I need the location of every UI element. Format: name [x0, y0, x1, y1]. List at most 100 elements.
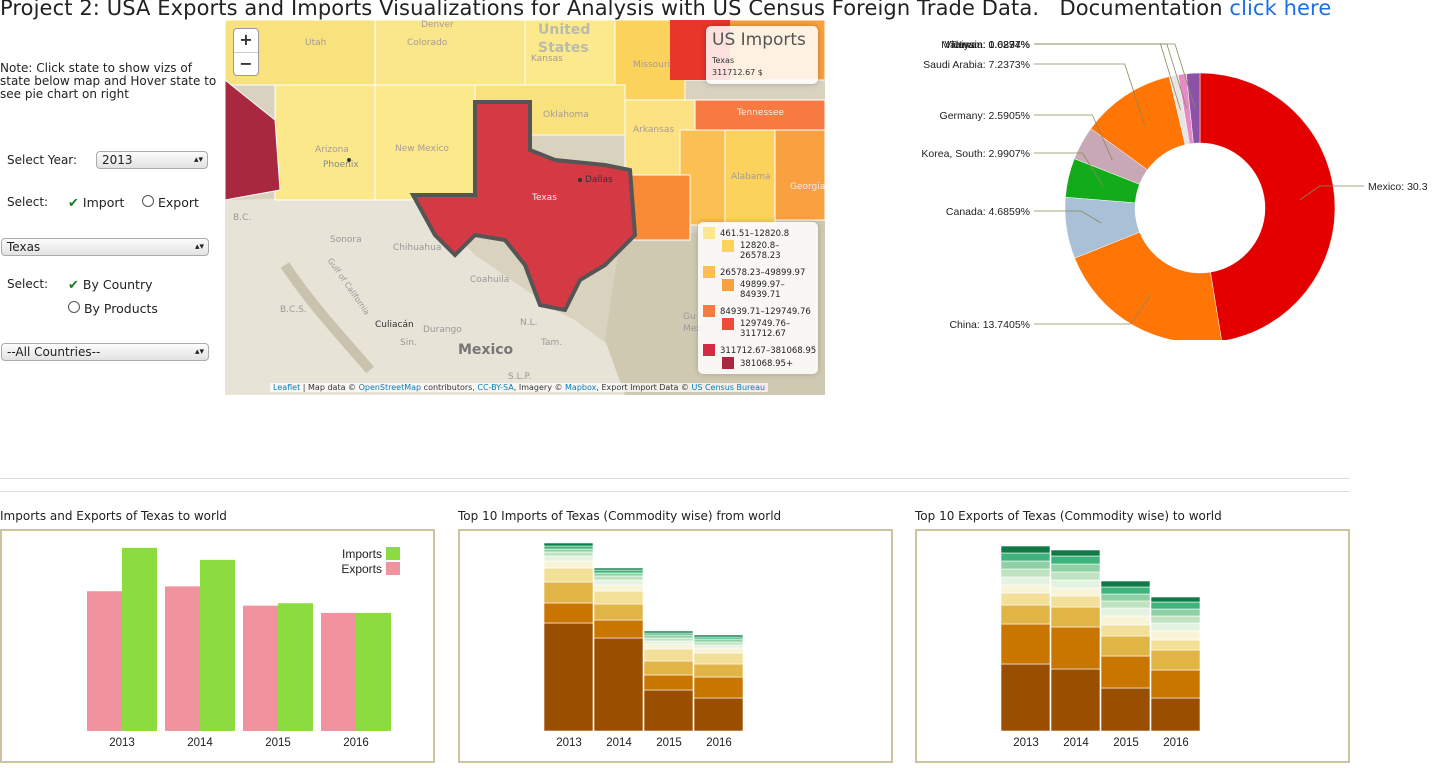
state-tennessee[interactable] [694, 99, 825, 131]
stack-segment[interactable] [693, 644, 744, 649]
stack-segment[interactable] [1100, 586, 1151, 595]
zoom-out-button[interactable]: − [239, 54, 253, 73]
exports-bar[interactable] [321, 612, 356, 731]
leaflet-link[interactable]: Leaflet [273, 383, 301, 392]
radio-icon[interactable] [142, 195, 154, 207]
stack-segment[interactable] [643, 643, 694, 650]
stack-segment[interactable] [1050, 579, 1101, 589]
stack-segment[interactable] [1000, 560, 1051, 570]
osm-link[interactable]: OpenStreetMap [358, 383, 422, 392]
country-pie-chart[interactable]: Mexico: 30.3 China: 13.7405% Canada: 4.685… [880, 30, 1434, 340]
state-texas[interactable] [409, 100, 638, 313]
stack-segment[interactable] [1000, 623, 1051, 665]
stack-segment[interactable] [643, 648, 694, 662]
stack-segment[interactable] [1000, 552, 1051, 562]
stack-segment[interactable] [543, 545, 594, 550]
state-alabama[interactable] [724, 129, 776, 226]
by-products-option[interactable]: By Products [68, 301, 158, 316]
stack-segment[interactable] [1000, 576, 1051, 586]
zoom-in-button[interactable]: + [234, 29, 258, 53]
stack-segment[interactable] [1050, 626, 1101, 670]
imports-bar[interactable] [200, 559, 235, 731]
stack-segment[interactable] [593, 575, 644, 581]
stack-segment[interactable] [1050, 587, 1101, 597]
stack-segment[interactable] [1150, 608, 1201, 617]
imports-bar[interactable] [356, 612, 391, 731]
cc-link[interactable]: CC-BY-SA [477, 383, 514, 392]
import-option[interactable]: ✔ Import [68, 195, 124, 211]
stack-segment[interactable] [1100, 624, 1151, 637]
stack-segment[interactable] [1000, 592, 1051, 606]
stack-segment[interactable] [693, 676, 744, 699]
stack-segment[interactable] [643, 630, 694, 634]
stack-segment[interactable] [543, 581, 594, 604]
stack-segment[interactable] [593, 584, 644, 592]
stack-segment[interactable] [1100, 600, 1151, 609]
exports-bar[interactable] [87, 591, 122, 731]
stack-segment[interactable] [593, 572, 644, 577]
stack-segment[interactable] [1000, 604, 1051, 625]
state-select[interactable]: Texas ▴▾ [1, 238, 209, 256]
stack-segment[interactable] [1000, 568, 1051, 578]
stack-segment[interactable] [593, 619, 644, 639]
stack-segment[interactable] [593, 637, 644, 732]
stack-segment[interactable] [543, 555, 594, 562]
year-select[interactable]: 2013 ▴▾ [96, 151, 208, 169]
pie-slice[interactable] [1074, 231, 1222, 340]
stack-segment[interactable] [1150, 622, 1201, 632]
census-link[interactable]: US Census Bureau [691, 383, 766, 392]
stack-segment[interactable] [593, 567, 644, 571]
stack-segment[interactable] [1000, 663, 1051, 732]
stack-segment[interactable] [1100, 580, 1151, 588]
stack-segment[interactable] [543, 551, 594, 557]
stack-segment[interactable] [1150, 615, 1201, 624]
stack-segment[interactable] [593, 590, 644, 605]
stack-segment[interactable] [693, 647, 744, 654]
stack-segment[interactable] [1050, 668, 1101, 732]
country-select[interactable]: --All Countries-- ▴▾ [1, 343, 209, 361]
stack-segment[interactable] [1150, 601, 1201, 610]
stack-segment[interactable] [693, 641, 744, 646]
top-imports-stacked-chart[interactable]: 2013 2014 2015 2016 [460, 531, 891, 761]
state-new-mexico[interactable] [374, 84, 476, 201]
top-exports-stacked-chart[interactable]: 2013 2014 2015 2016 [917, 531, 1348, 761]
stack-segment[interactable] [1000, 584, 1051, 594]
stack-segment[interactable] [543, 560, 594, 569]
export-option[interactable]: Export [142, 195, 199, 210]
stack-segment[interactable] [643, 660, 694, 676]
stack-segment[interactable] [1150, 596, 1201, 603]
by-country-option[interactable]: ✔ By Country [68, 277, 153, 293]
stack-segment[interactable] [643, 637, 694, 642]
stack-segment[interactable] [1050, 555, 1101, 565]
stack-segment[interactable] [693, 634, 744, 638]
stack-segment[interactable] [1100, 615, 1151, 626]
stack-segment[interactable] [593, 569, 644, 574]
exports-bar[interactable] [165, 586, 200, 731]
stack-segment[interactable] [1150, 649, 1201, 671]
pie-slice[interactable] [1199, 72, 1336, 340]
stack-segment[interactable] [1000, 545, 1051, 554]
stack-segment[interactable] [1050, 595, 1101, 608]
stack-segment[interactable] [643, 640, 694, 645]
stack-segment[interactable] [1100, 607, 1151, 617]
state-arizona[interactable] [274, 84, 376, 201]
stack-segment[interactable] [693, 638, 744, 643]
state-georgia[interactable] [774, 129, 825, 221]
stack-segment[interactable] [643, 674, 694, 691]
imports-bar[interactable] [122, 547, 157, 731]
stack-segment[interactable] [1150, 639, 1201, 651]
stack-segment[interactable] [1100, 687, 1151, 732]
mapbox-link[interactable]: Mapbox [565, 383, 597, 392]
stack-segment[interactable] [1100, 635, 1151, 657]
stack-segment[interactable] [543, 567, 594, 583]
radio-icon[interactable] [68, 301, 80, 313]
stack-segment[interactable] [1050, 606, 1101, 628]
stack-segment[interactable] [643, 689, 694, 732]
stack-segment[interactable] [543, 548, 594, 553]
stack-segment[interactable] [593, 603, 644, 621]
exports-bar[interactable] [243, 605, 278, 731]
stack-segment[interactable] [543, 602, 594, 624]
stack-segment[interactable] [643, 634, 694, 639]
stack-segment[interactable] [543, 542, 594, 547]
